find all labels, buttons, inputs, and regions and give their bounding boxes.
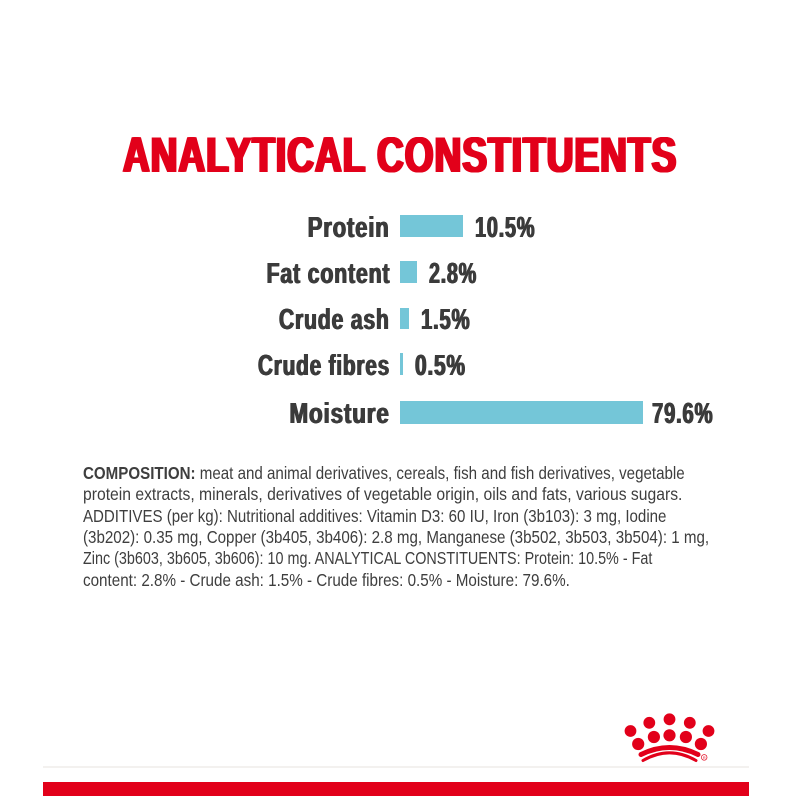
- svg-text:R: R: [703, 756, 706, 760]
